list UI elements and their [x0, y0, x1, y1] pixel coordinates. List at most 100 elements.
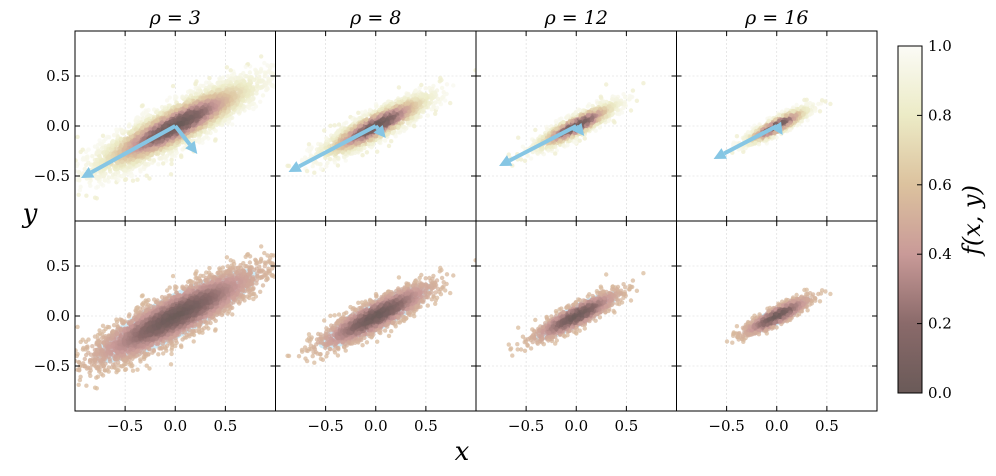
data-point: [169, 161, 174, 167]
data-point: [183, 103, 188, 108]
data-point: [205, 98, 211, 103]
data-point: [259, 84, 264, 90]
data-point: [114, 141, 120, 146]
data-point: [162, 154, 168, 160]
data-point: [144, 132, 149, 137]
data-point: [148, 142, 153, 148]
data-point: [111, 172, 116, 177]
data-point: [127, 164, 132, 169]
data-point: [165, 142, 171, 147]
data-point: [169, 157, 174, 163]
data-point: [225, 102, 231, 108]
data-point: [131, 161, 136, 166]
data-point: [88, 183, 93, 188]
data-point: [254, 88, 259, 93]
eigenvector-major-arrow: [81, 124, 177, 178]
data-point: [145, 151, 150, 156]
panel-1-0: [74, 220, 276, 412]
data-point: [152, 125, 158, 131]
data-point: [229, 76, 234, 81]
data-point: [179, 154, 184, 160]
data-point: [197, 125, 202, 131]
data-point: [205, 130, 211, 135]
data-point: [135, 130, 140, 136]
data-point: [119, 142, 125, 147]
data-point: [144, 173, 149, 178]
data-point: [167, 95, 172, 100]
data-point: [95, 157, 100, 163]
data-point: [100, 323, 106, 328]
data-point: [253, 104, 259, 109]
data-point: [260, 78, 265, 83]
data-point: [247, 105, 252, 111]
data-point: [151, 130, 156, 135]
data-point: [189, 114, 194, 120]
data-point: [145, 154, 150, 160]
data-point: [75, 177, 80, 182]
data-point: [99, 145, 105, 151]
data-point: [254, 70, 260, 76]
data-point: [230, 122, 235, 127]
data-point: [114, 146, 119, 151]
data-point: [82, 356, 88, 362]
data-point: [234, 80, 239, 85]
data-point: [119, 128, 125, 134]
data-point: [193, 81, 198, 86]
data-point: [84, 193, 89, 198]
data-point: [202, 115, 207, 120]
data-point: [75, 161, 80, 167]
data-point: [234, 270, 239, 275]
data-point: [97, 141, 103, 146]
data-point: [214, 88, 220, 93]
data-point: [260, 93, 266, 98]
data-point: [174, 150, 179, 155]
data-point: [129, 174, 134, 179]
data-point: [202, 129, 207, 134]
data-point: [228, 68, 233, 73]
data-point: [181, 116, 186, 122]
data-point: [111, 133, 117, 138]
data-point: [207, 265, 212, 271]
data-point: [258, 99, 263, 105]
data-point: [173, 284, 178, 289]
data-point: [243, 64, 248, 70]
data-point: [164, 98, 170, 103]
data-point: [106, 143, 112, 148]
data-point: [89, 362, 95, 367]
data-point: [80, 147, 85, 152]
data-point: [144, 109, 149, 114]
data-point: [130, 178, 136, 183]
data-point: [132, 142, 137, 147]
data-point: [115, 161, 120, 166]
data-point: [94, 196, 100, 201]
data-point: [93, 162, 98, 167]
data-point: [154, 110, 159, 115]
data-point: [248, 75, 253, 80]
data-point: [176, 117, 181, 122]
data-point: [92, 144, 98, 149]
data-point: [224, 89, 229, 94]
data-point: [128, 156, 133, 162]
data-point: [243, 88, 248, 94]
data-point: [237, 89, 243, 94]
data-point: [242, 79, 247, 85]
data-point: [135, 367, 140, 372]
data-point: [213, 111, 218, 116]
data-point: [232, 104, 237, 110]
data-point: [213, 103, 218, 109]
data-point: [264, 80, 269, 86]
data-point: [226, 119, 232, 124]
data-point: [151, 157, 156, 163]
data-point: [90, 344, 95, 349]
data-point: [222, 93, 227, 98]
panel-0-0: [74, 30, 276, 222]
data-point: [207, 75, 212, 81]
data-point: [179, 110, 184, 115]
data-point: [149, 153, 154, 158]
data-point: [203, 88, 208, 93]
data-point: [77, 187, 83, 193]
data-point: [220, 103, 225, 108]
data-point: [244, 74, 249, 79]
data-point: [254, 91, 259, 96]
data-point: [265, 63, 270, 68]
